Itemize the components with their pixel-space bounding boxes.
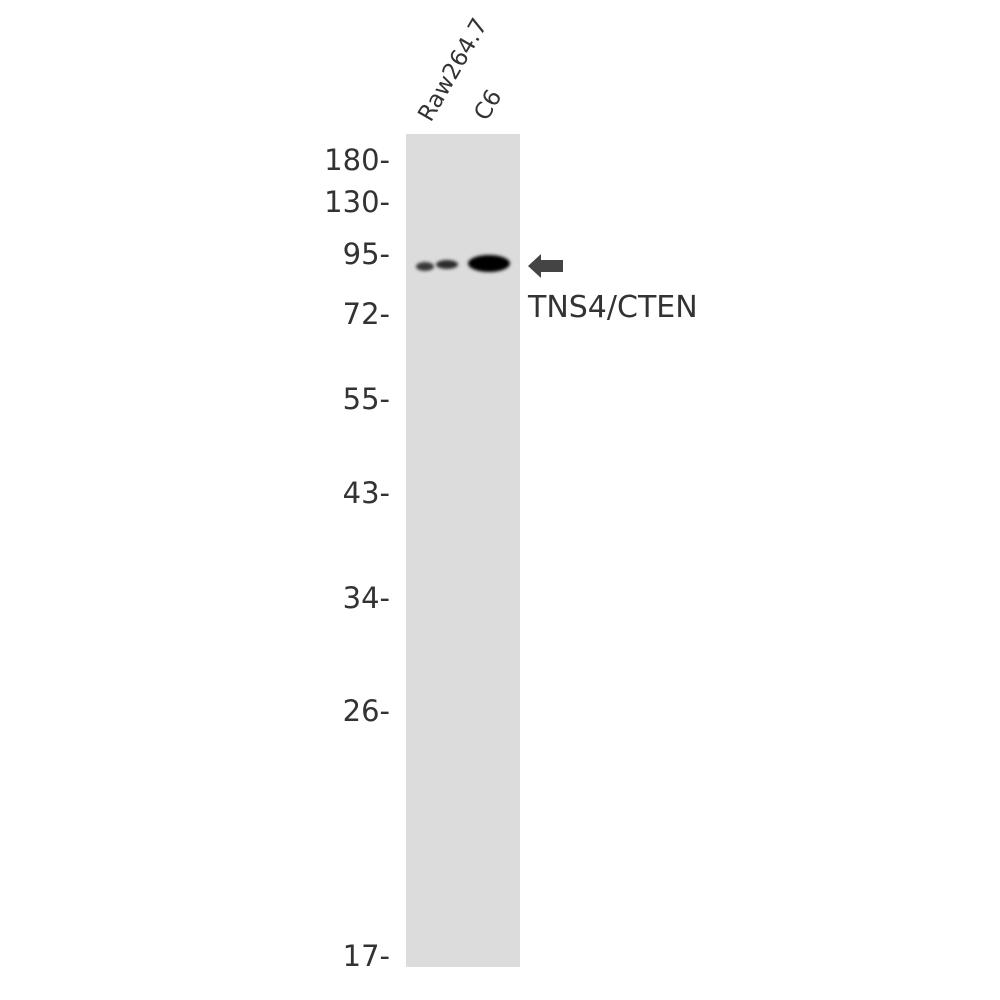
marker-130: 130- xyxy=(324,185,390,219)
band-raw264-7-b xyxy=(436,260,458,269)
marker-72: 72- xyxy=(342,297,390,331)
marker-43: 43- xyxy=(342,476,390,510)
lane-label-c6: C6 xyxy=(469,85,508,125)
marker-95: 95- xyxy=(342,237,390,271)
marker-34: 34- xyxy=(342,581,390,615)
band-c6 xyxy=(468,255,510,272)
marker-17: 17- xyxy=(342,939,390,973)
target-protein-label: TNS4/CTEN xyxy=(528,290,698,325)
blot-membrane xyxy=(406,134,520,967)
marker-26: 26- xyxy=(342,694,390,728)
marker-55: 55- xyxy=(342,382,390,416)
arrow-left-icon xyxy=(528,254,563,278)
marker-180: 180- xyxy=(324,143,390,177)
band-raw264-7-a xyxy=(416,262,434,271)
